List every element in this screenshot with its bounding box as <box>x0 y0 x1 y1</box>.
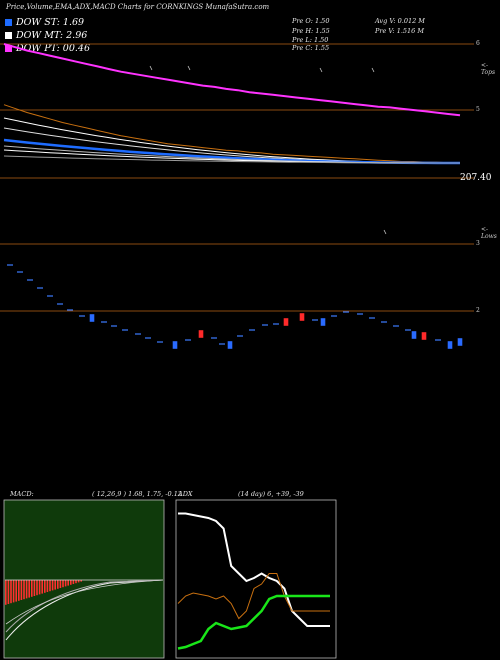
dow-mt-swatch <box>5 32 12 39</box>
macd-bar <box>36 580 38 596</box>
adx-params: (14 day) 6, +39, -39 <box>238 490 304 498</box>
macd-bar <box>33 580 36 596</box>
macd-params: ( 12,26,9 ) 1.68, 1.75, -0.12 <box>92 490 182 498</box>
dow-pt-legend: DOW PT: 00.46 <box>5 43 90 54</box>
marker-tick <box>383 229 387 235</box>
lows-label: <-Lows <box>481 226 497 240</box>
adx-lines <box>177 512 330 650</box>
axis-label-3: 3 <box>476 240 480 247</box>
ema-short-line-5 <box>3 155 460 164</box>
macd-bar <box>46 580 49 592</box>
macd-bar <box>12 580 15 603</box>
macd-bar <box>31 580 33 597</box>
dow-pt-swatch <box>5 45 12 52</box>
macd-bar <box>64 580 67 587</box>
pre-volume: Pre V: 1.516 M <box>375 27 425 35</box>
dow-mt-legend: DOW MT: 2.96 <box>5 30 87 41</box>
adx_white-line <box>178 512 330 627</box>
value-label-207: 207.40 <box>460 173 492 183</box>
candle-body <box>411 330 417 340</box>
candle-body <box>283 317 289 327</box>
marker-tick <box>187 65 191 71</box>
pre-open: Pre O: 1.50 <box>292 17 330 25</box>
macd-bar <box>75 580 77 584</box>
axis-label-2: 2 <box>476 307 480 314</box>
macd-panel <box>3 499 165 659</box>
candle-body <box>198 329 204 339</box>
macd-bar <box>51 580 54 591</box>
macd-bar <box>59 580 62 588</box>
pre-low: Pre L: 1.50 <box>292 36 329 44</box>
adx-title: ADX <box>178 490 193 498</box>
dow-mt-label: DOW MT: 2.96 <box>16 30 88 41</box>
macd-bar <box>18 580 20 601</box>
macd-signal <box>5 579 164 633</box>
macd-bar <box>49 580 51 592</box>
candle-body <box>320 317 326 327</box>
axis-label-6: 6 <box>476 40 480 47</box>
ema_orange-line <box>3 104 460 164</box>
macd-bar <box>10 580 12 604</box>
ema_magenta-line <box>3 43 461 117</box>
candle-body <box>421 331 427 341</box>
macd-bar <box>25 580 28 599</box>
macd-line <box>5 579 164 641</box>
axis-label-5: 5 <box>476 106 480 113</box>
macd-bar <box>28 580 30 598</box>
macd-bar <box>41 580 43 594</box>
dow-st-label: DOW ST: 1.69 <box>16 17 85 28</box>
marker-tick <box>371 67 375 73</box>
macd-bar <box>80 580 82 582</box>
candle-body <box>299 312 305 322</box>
macd-bar <box>23 580 25 600</box>
candle-body <box>227 340 233 350</box>
macd-signal-2 <box>5 579 164 625</box>
macd-bar <box>20 580 23 600</box>
candle-body <box>89 313 95 323</box>
avg-volume: Avg V: 0.012 M <box>375 17 425 25</box>
candle-body <box>447 340 453 350</box>
dow-pt-label: DOW PT: 00.46 <box>16 43 90 54</box>
macd-bar <box>5 580 7 605</box>
macd-bar <box>38 580 41 595</box>
dow-st-legend: DOW ST: 1.69 <box>5 17 84 28</box>
marker-tick <box>319 67 323 73</box>
candles <box>7 65 463 350</box>
macd-bar <box>67 580 69 586</box>
macd-bar <box>7 580 10 604</box>
macd-bar <box>57 580 59 589</box>
adx-panel <box>175 499 337 659</box>
macd-histogram <box>5 579 163 605</box>
macd-title: MACD: <box>10 490 34 498</box>
adx_green-line <box>177 594 330 650</box>
dow-st-swatch <box>5 19 12 26</box>
marker-tick <box>149 65 153 71</box>
macd-bar <box>44 580 46 593</box>
adx_orange-line <box>177 573 330 620</box>
macd-bar <box>54 580 56 590</box>
macd-bar <box>72 580 75 584</box>
pre-close: Pre C: 1.55 <box>292 44 330 52</box>
macd-bar <box>15 580 17 602</box>
macd-bar <box>62 580 64 588</box>
macd-bar <box>77 580 80 583</box>
candle-body <box>172 340 178 350</box>
macd-bar <box>70 580 72 585</box>
candle-body <box>457 337 463 347</box>
tops-label: <-Tops <box>481 62 496 76</box>
ema-lines <box>3 43 461 165</box>
pre-high: Pre H: 1.55 <box>292 27 330 35</box>
chart-title: Price,Volume,EMA,ADX,MACD Charts for COR… <box>6 3 270 11</box>
